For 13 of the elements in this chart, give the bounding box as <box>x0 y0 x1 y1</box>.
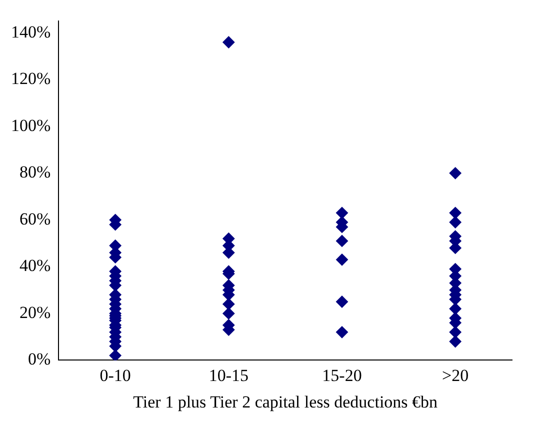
x-tick-label: 15-20 <box>322 366 362 385</box>
y-tick-label: 80% <box>19 162 51 182</box>
x-tick-label: 10-15 <box>208 366 248 385</box>
y-tick-label: 20% <box>19 302 51 322</box>
y-tick-label: 100% <box>10 116 51 135</box>
y-tick-label: 60% <box>19 209 51 228</box>
y-tick-label: 140% <box>10 22 51 42</box>
x-tick-label: >20 <box>442 366 469 385</box>
y-tick-label: 120% <box>10 69 51 88</box>
x-tick-label: 0-10 <box>100 366 131 385</box>
x-axis-title: Tier 1 plus Tier 2 capital less deductions €bn <box>133 392 438 412</box>
y-tick-label: 40% <box>19 256 51 276</box>
y-tick-label: 0% <box>28 350 51 369</box>
